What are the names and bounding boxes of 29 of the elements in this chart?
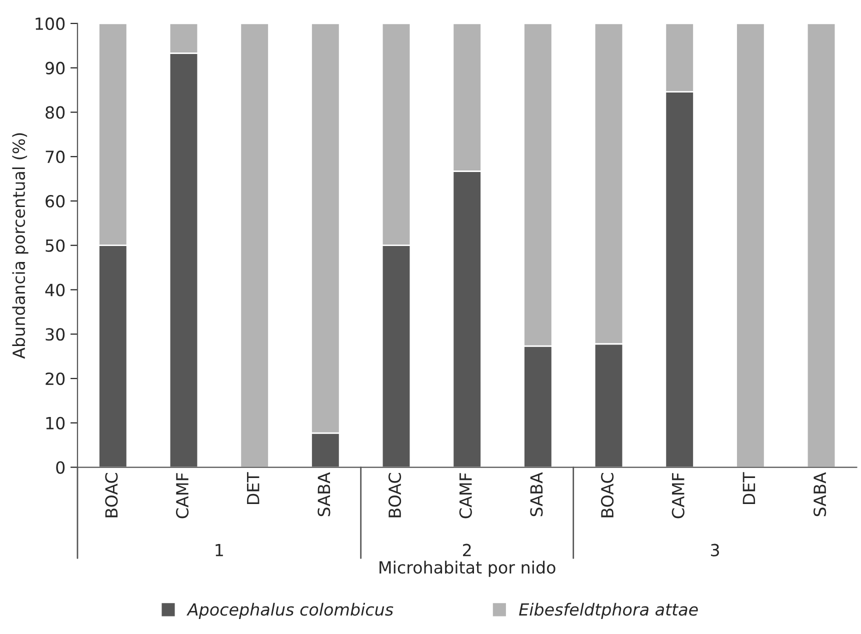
x-tick-label: SABA bbox=[318, 472, 330, 516]
x-tick-label: DET bbox=[742, 472, 756, 504]
x-tick-label: CAMF bbox=[459, 473, 472, 518]
legend-label: Eibesfeldtphora attae bbox=[519, 602, 698, 619]
y-tick-label: 90 bbox=[46, 62, 65, 74]
y-tick-label: 60 bbox=[46, 194, 65, 208]
y-tick-label: 50 bbox=[46, 239, 65, 252]
x-tick-label: DET bbox=[247, 472, 260, 504]
text: 1 bbox=[216, 544, 223, 556]
y-axis-title: Abundancia porcentual (%) bbox=[12, 133, 28, 359]
y-tick-label: 10 bbox=[46, 416, 65, 430]
x-axis-title: Microhabitat por nido bbox=[380, 560, 556, 577]
y-tick-label: 80 bbox=[46, 106, 65, 119]
legend-label: Apocephalus colombicus bbox=[186, 602, 394, 619]
x-tick-label: BOAC bbox=[105, 473, 118, 518]
y-tick-label: 100 bbox=[36, 17, 65, 30]
text: 2 bbox=[463, 544, 471, 556]
y-tick-label: 40 bbox=[45, 284, 65, 296]
y-tick-label: 20 bbox=[46, 372, 65, 386]
x-tick-label: SABA bbox=[814, 472, 826, 516]
text: 3 bbox=[710, 544, 719, 556]
x-tick-label: CAMF bbox=[176, 473, 189, 518]
x-tick-label: BOAC bbox=[600, 473, 614, 518]
y-tick-label: 70 bbox=[46, 150, 65, 164]
x-tick-label: BOAC bbox=[388, 473, 402, 518]
x-tick-label: CAMF bbox=[672, 473, 684, 518]
y-tick-label: 30 bbox=[46, 328, 65, 341]
y-tick-label: 0 bbox=[56, 461, 65, 474]
x-tick-label: SABA bbox=[530, 472, 543, 516]
